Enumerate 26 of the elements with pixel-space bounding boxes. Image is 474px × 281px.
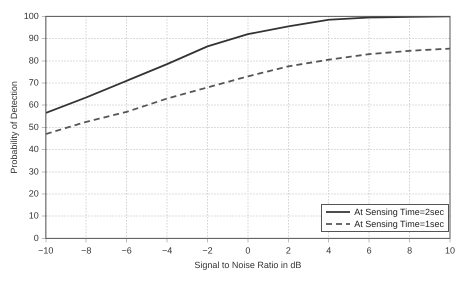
x-axis-title: Signal to Noise Ratio in dB bbox=[194, 260, 302, 270]
legend-label: At Sensing Time=2sec bbox=[354, 206, 444, 218]
x-tick-label: −10 bbox=[38, 245, 54, 256]
x-tick-label: 10 bbox=[444, 245, 456, 256]
x-tick-label: 6 bbox=[366, 245, 372, 256]
x-tick-label: 2 bbox=[286, 245, 291, 256]
x-tick-label: −6 bbox=[122, 245, 132, 256]
x-tick-label: −8 bbox=[81, 245, 92, 256]
y-tick-label: 10 bbox=[28, 210, 39, 221]
y-tick-label: 100 bbox=[24, 10, 39, 21]
x-tick-label: 0 bbox=[245, 245, 250, 256]
x-tick-label: 8 bbox=[407, 245, 412, 256]
y-axis-title: Probability of Detection bbox=[8, 81, 19, 174]
x-tick-label: −2 bbox=[202, 245, 213, 256]
y-tick-label: 90 bbox=[28, 33, 39, 44]
y-tick-label: 80 bbox=[28, 55, 39, 66]
x-tick-label: −4 bbox=[162, 245, 172, 256]
legend-label: At Sensing Time=1sec bbox=[354, 218, 444, 230]
y-tick-label: 20 bbox=[28, 188, 39, 198]
y-tick-label: 50 bbox=[28, 122, 39, 132]
y-tick-label: 60 bbox=[28, 100, 39, 110]
y-tick-label: 40 bbox=[28, 144, 39, 154]
y-tick-label: 70 bbox=[28, 77, 39, 88]
y-tick-label: 30 bbox=[28, 166, 39, 176]
x-tick-label: 4 bbox=[326, 245, 332, 256]
y-tick-label: 0 bbox=[34, 232, 39, 243]
